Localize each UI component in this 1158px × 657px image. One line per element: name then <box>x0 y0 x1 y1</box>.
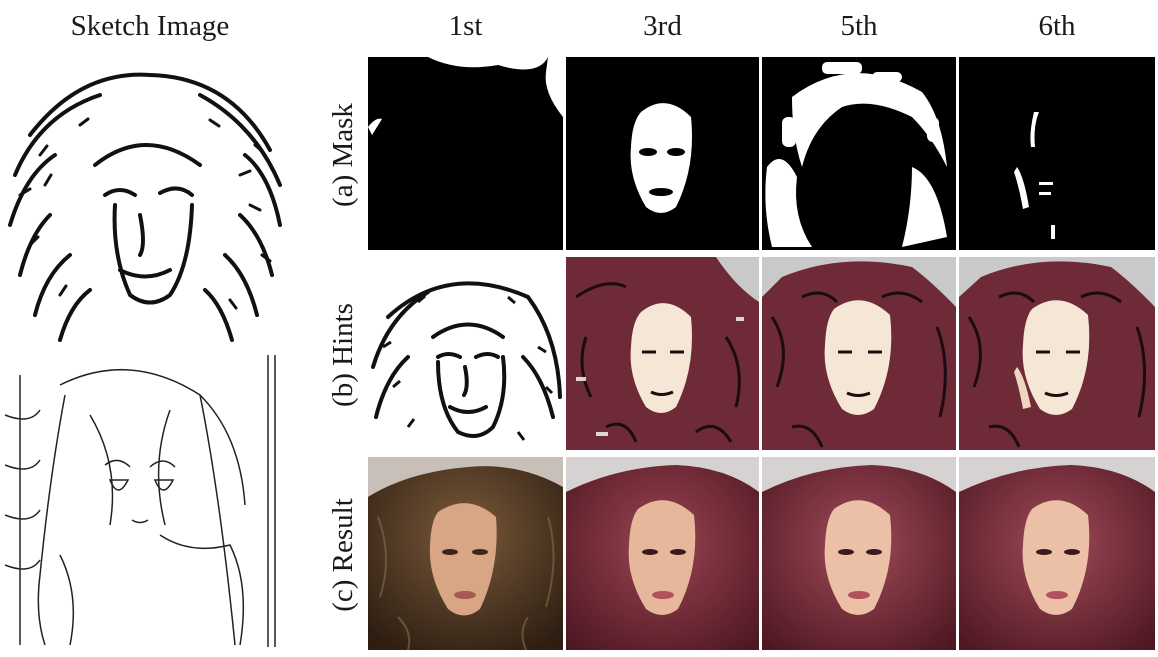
sketch-image-anime <box>0 355 292 647</box>
row-label-hints: (b) Hints <box>327 303 359 407</box>
hints-panel-1st <box>368 257 563 450</box>
column-heading-3rd: 3rd <box>643 10 682 42</box>
column-heading-6th: 6th <box>1038 10 1076 42</box>
result-panel-1st <box>368 457 563 650</box>
hints-panel-3rd <box>566 257 759 450</box>
column-heading-1st: 1st <box>448 10 483 42</box>
mask-panel-6th <box>959 57 1155 250</box>
column-heading-5th: 5th <box>840 10 878 42</box>
hints-panel-5th <box>762 257 956 450</box>
mask-panel-3rd <box>566 57 759 250</box>
row-label-mask: (a) Mask <box>327 103 359 207</box>
sketch-image-heading: Sketch Image <box>70 10 230 42</box>
hints-panel-6th <box>959 257 1155 450</box>
row-label-result: (c) Result <box>327 498 359 612</box>
sketch-image-portrait <box>0 55 292 347</box>
result-panel-3rd <box>566 457 759 650</box>
result-panel-6th <box>959 457 1155 650</box>
mask-panel-1st <box>368 57 563 250</box>
mask-panel-5th <box>762 57 956 250</box>
result-panel-5th <box>762 457 956 650</box>
